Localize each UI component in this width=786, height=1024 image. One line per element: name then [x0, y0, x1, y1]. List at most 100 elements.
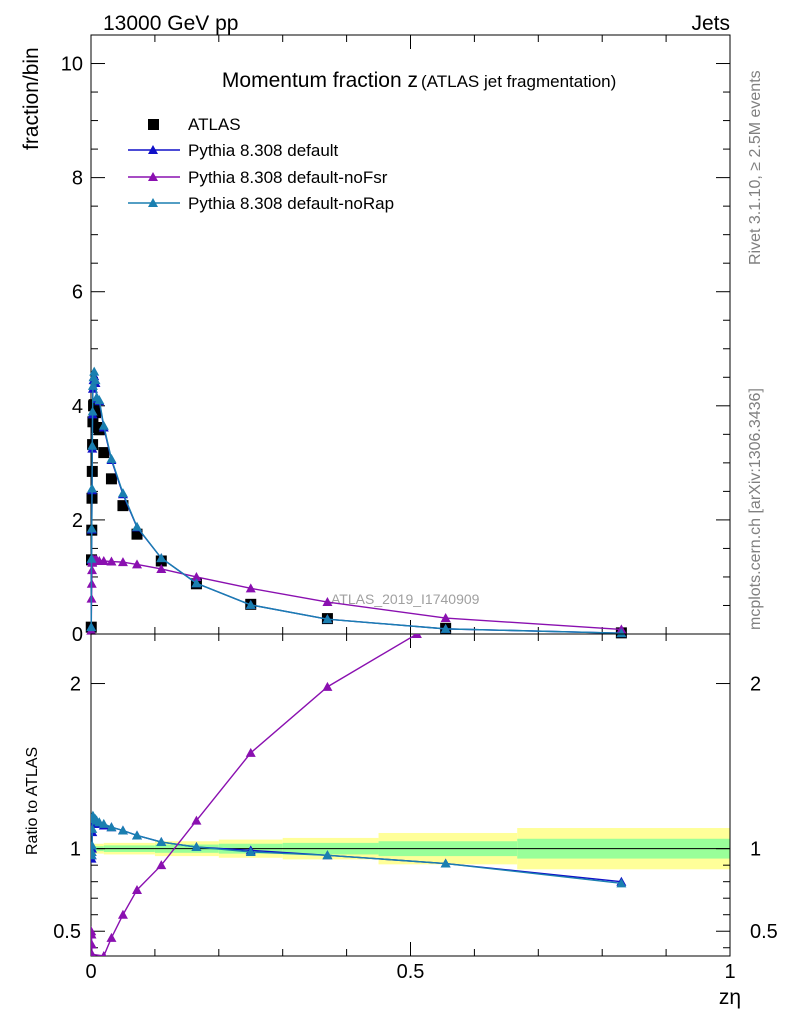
main-title: Momentum fraction z	[222, 69, 418, 92]
data-point-triangle	[245, 583, 256, 593]
ratio-data-point	[117, 909, 128, 919]
legend-entry-label: Pythia 8.308 default-noRap	[188, 194, 394, 213]
data-point-triangle	[616, 628, 627, 638]
ratio-plot-panel: Ratio to ATLAS zη 0.5 0.51 12 20 0.5 1	[24, 633, 778, 1009]
y-axis-label-ratio: Ratio to ATLAS	[24, 747, 41, 855]
ratio-series-pythia-8-308-default-nofsr	[91, 634, 422, 956]
ratio-data-point	[91, 949, 96, 956]
ratio-data-point	[191, 842, 202, 852]
y-tick-label-main: 4	[72, 396, 83, 418]
ratio-data-point	[322, 681, 333, 691]
ratio-data-point	[106, 932, 117, 942]
ratio-data-point	[156, 837, 167, 847]
analysis-watermark: ATLAS_2019_I1740909	[331, 591, 480, 607]
y-tick-label-main: 10	[61, 54, 83, 76]
x-axis-label: zη	[719, 986, 741, 1009]
x-tick-label: 1	[724, 961, 735, 983]
data-point-triangle	[322, 614, 333, 624]
x-tick-label: 0.5	[397, 961, 425, 983]
ratio-data-point	[411, 634, 422, 638]
data-point-triangle	[106, 556, 117, 566]
legend-marker-triangle	[148, 198, 158, 207]
data-point-triangle	[94, 395, 105, 405]
legend-marker-square	[148, 119, 159, 130]
data-point-triangle	[117, 488, 128, 498]
ratio-series-group	[91, 634, 627, 956]
ratio-series-pythia-8-308-default-norap	[91, 810, 627, 888]
data-point-triangle	[87, 440, 98, 450]
data-point-triangle	[132, 559, 143, 569]
data-point-triangle	[191, 571, 202, 581]
data-point-square	[117, 500, 129, 512]
y-tick-label-main: 0	[72, 624, 83, 646]
y-tick-label-ratio-right: 2	[750, 674, 761, 696]
data-point-square	[105, 473, 117, 485]
ratio-data-point	[191, 815, 202, 825]
y-tick-label-main: 6	[72, 282, 83, 304]
ratio-data-point	[91, 823, 98, 833]
y-tick-label-ratio-right: 1	[750, 839, 761, 861]
data-point-triangle	[440, 613, 451, 623]
legend-entry-label: ATLAS	[188, 115, 241, 134]
data-point-triangle	[86, 553, 97, 563]
rivet-version-label: Rivet 3.1.10, ≥ 2.5M events	[747, 70, 764, 265]
y-tick-label-ratio-right: 0.5	[750, 921, 778, 943]
data-point-triangle	[156, 553, 167, 563]
y-axis-label-main: fraction/bin	[20, 47, 43, 150]
ratio-series-line	[91, 634, 418, 956]
main-plot-frame	[90, 34, 731, 635]
data-point-triangle	[87, 406, 98, 416]
series-pythia-8-308-default-norap	[86, 366, 627, 638]
ratio-data-point	[132, 830, 143, 840]
data-point-triangle	[156, 563, 167, 573]
data-point-square	[98, 447, 110, 459]
x-tick-label: 0	[85, 961, 96, 983]
data-point-triangle	[86, 523, 97, 533]
data-point-triangle	[86, 622, 97, 632]
data-point-triangle	[98, 555, 109, 565]
data-point-triangle	[322, 597, 333, 607]
ratio-data-point	[322, 850, 333, 860]
data-point-triangle	[440, 623, 451, 633]
legend-entry-label: Pythia 8.308 default	[188, 141, 339, 160]
data-point-square	[131, 528, 143, 540]
legend-marker-triangle	[148, 172, 158, 181]
data-point-triangle	[245, 599, 256, 609]
data-point-triangle	[132, 521, 143, 531]
ratio-data-point	[101, 951, 107, 956]
ratio-data-point	[98, 818, 109, 828]
data-point-triangle	[117, 557, 128, 567]
ratio-data-point	[132, 884, 143, 894]
mcplots-reference-label: mcplots.cern.ch [arXiv:1306.3436]	[747, 388, 764, 630]
data-point-triangle	[90, 375, 101, 385]
data-point-triangle	[98, 420, 109, 430]
data-point-triangle	[87, 483, 98, 493]
data-point-triangle	[87, 380, 98, 390]
main-plot-panel: Momentum fraction z (ATLAS jet fragmenta…	[20, 34, 731, 646]
ratio-data-point	[245, 846, 256, 856]
y-tick-label-ratio: 1	[70, 839, 81, 861]
legend: ATLAS Pythia 8.308 default Pythia 8.308 de…	[128, 115, 394, 213]
data-point-triangle	[106, 453, 117, 463]
y-tick-label-ratio: 0.5	[53, 921, 81, 943]
main-title-suffix: (ATLAS jet fragmentation)	[421, 72, 616, 91]
ratio-data-point	[245, 747, 256, 757]
legend-marker-triangle	[148, 145, 158, 154]
ratio-data-point	[91, 939, 97, 949]
header-energy-label: 13000 GeV pp	[103, 12, 238, 35]
header-category-label: Jets	[691, 12, 730, 35]
data-point-triangle	[89, 366, 100, 376]
legend-entry-label: Pythia 8.308 default-noFsr	[188, 168, 388, 187]
y-tick-label-main: 2	[72, 510, 83, 532]
ratio-data-point	[117, 825, 128, 835]
ratio-data-point	[91, 840, 98, 850]
y-tick-label-main: 8	[72, 168, 83, 190]
y-tick-label-ratio: 2	[70, 674, 81, 696]
ratio-data-point	[616, 878, 627, 888]
data-point-triangle	[191, 578, 202, 588]
ratio-data-point	[91, 929, 97, 939]
ratio-plot-frame	[90, 633, 731, 957]
ratio-data-point	[440, 858, 451, 868]
data-point-square	[88, 399, 100, 411]
